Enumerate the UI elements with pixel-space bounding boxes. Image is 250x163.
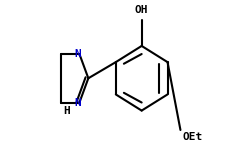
Text: OH: OH bbox=[134, 5, 148, 15]
Text: OEt: OEt bbox=[182, 132, 202, 142]
Text: N: N bbox=[74, 97, 81, 108]
Text: N: N bbox=[74, 49, 81, 59]
Text: H: H bbox=[63, 106, 70, 116]
